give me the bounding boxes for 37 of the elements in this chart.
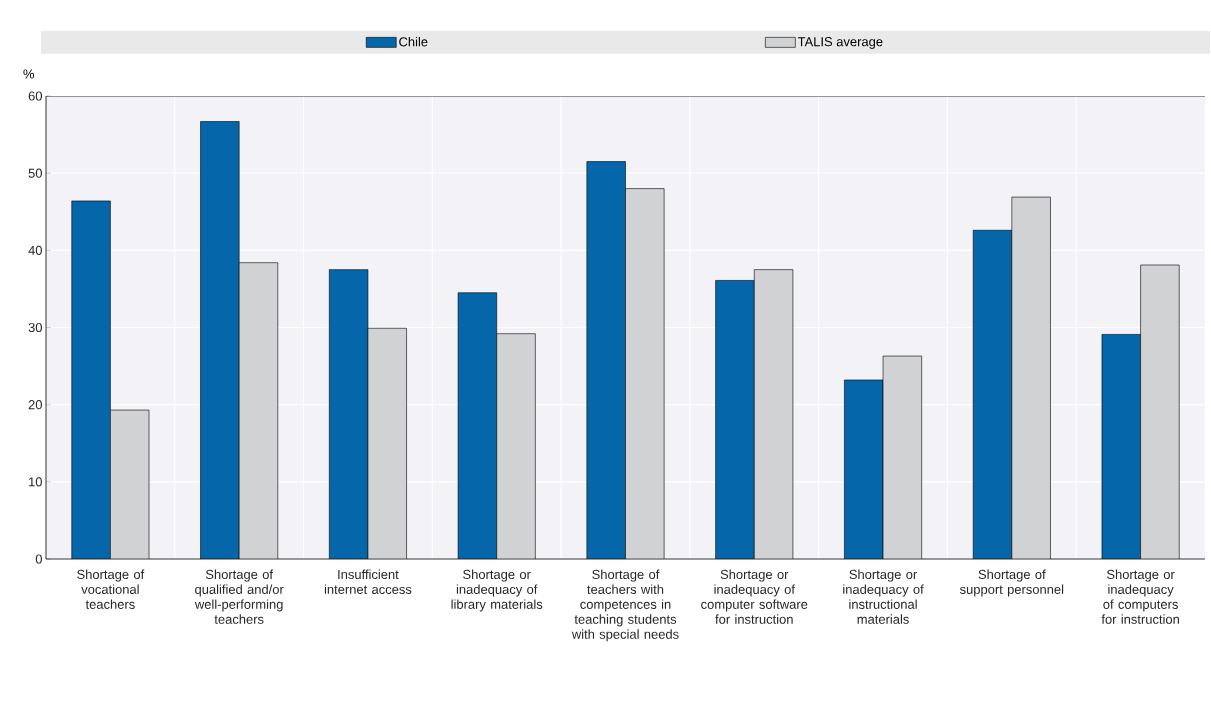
bar	[844, 379, 884, 559]
bar	[71, 200, 111, 559]
bar	[715, 280, 755, 559]
x-tick-label: Shortage of teachers with competences in teaching students with special needs	[571, 569, 679, 642]
bar	[1140, 264, 1180, 559]
x-tick-label: Shortage of support personnel	[959, 569, 1064, 597]
bar	[753, 269, 794, 559]
bar	[1101, 334, 1141, 559]
x-tick-label: Shortage or inadequacy of library materials	[451, 569, 543, 612]
bar	[625, 188, 665, 559]
x-tick-label: Shortage or inadequacy of computers for instruction	[1101, 569, 1179, 624]
x-tick-label: Shortage of qualified and/or well-performing teachers	[194, 569, 284, 624]
bar	[238, 262, 279, 559]
legend-label: TALIS average	[797, 37, 883, 49]
bar	[882, 355, 922, 559]
x-tick-label: Shortage or inadequacy of computer software for instruction	[701, 569, 808, 624]
bar	[972, 229, 1013, 559]
x-tick-label: Insufficient internet access	[324, 569, 412, 594]
y-tick-label: 10	[29, 477, 42, 487]
x-tick-label: Shortage or inadequacy of instructional materials	[843, 569, 924, 624]
bar	[200, 121, 240, 559]
y-tick-label: 0	[35, 554, 42, 564]
y-tick-label: 20	[28, 400, 42, 410]
bar	[496, 333, 536, 559]
y-tick-label: 30	[28, 322, 42, 333]
y-tick-label: 60	[28, 91, 42, 101]
y-tick-label: 50	[28, 168, 42, 178]
bar	[1011, 196, 1051, 559]
bar	[457, 292, 498, 559]
y-tick-label: 40	[28, 245, 42, 255]
bar	[367, 327, 407, 559]
legend-label: Chile	[399, 36, 428, 47]
bar	[586, 161, 626, 559]
bar	[110, 409, 150, 559]
y-axis-title: %	[23, 69, 35, 79]
bar	[329, 269, 369, 559]
x-tick-label: Shortage of vocational teachers	[77, 569, 145, 609]
